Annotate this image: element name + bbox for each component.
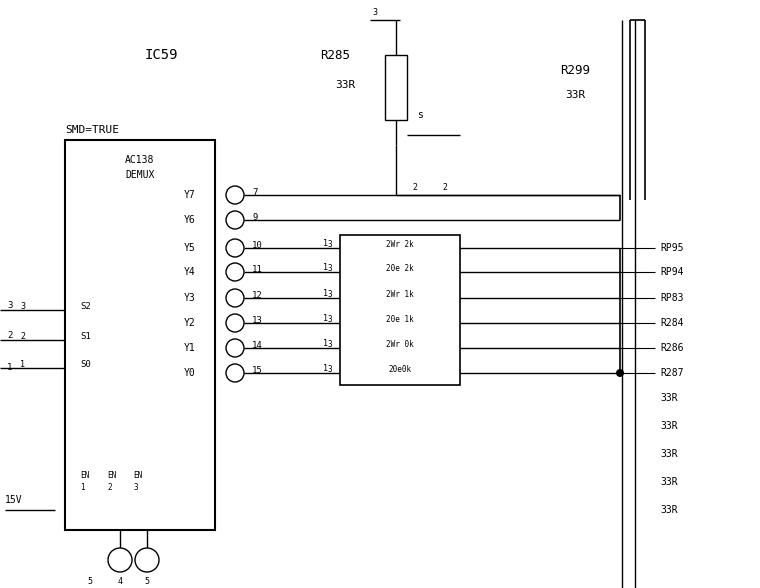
Text: 20e0k: 20e0k xyxy=(388,365,412,373)
Text: Y2: Y2 xyxy=(184,318,196,328)
Text: Y3: Y3 xyxy=(184,293,196,303)
Text: 2: 2 xyxy=(8,330,13,339)
Text: S2: S2 xyxy=(80,302,90,310)
Text: RP94: RP94 xyxy=(660,267,683,277)
Text: 7: 7 xyxy=(252,188,258,196)
Text: 1: 1 xyxy=(322,289,328,298)
Text: RP95: RP95 xyxy=(660,243,683,253)
Circle shape xyxy=(226,263,244,281)
Text: AC138: AC138 xyxy=(125,155,155,165)
Text: 3: 3 xyxy=(328,289,332,299)
Text: 1: 1 xyxy=(322,313,328,322)
Bar xyxy=(65,140,215,530)
Text: 33R: 33R xyxy=(335,80,355,90)
Bar xyxy=(340,235,460,385)
Text: 1: 1 xyxy=(322,262,328,272)
Circle shape xyxy=(108,548,132,572)
Circle shape xyxy=(226,339,244,357)
Text: Y1: Y1 xyxy=(184,343,196,353)
Circle shape xyxy=(226,186,244,204)
Text: 4: 4 xyxy=(118,577,122,586)
Text: 1: 1 xyxy=(80,483,84,492)
Text: 3: 3 xyxy=(328,365,332,373)
Text: 33R: 33R xyxy=(565,90,585,100)
Text: Y0: Y0 xyxy=(184,368,196,378)
Text: 3: 3 xyxy=(8,300,13,309)
Text: 11: 11 xyxy=(252,265,263,273)
Text: 14: 14 xyxy=(252,340,263,349)
Text: Y5: Y5 xyxy=(184,243,196,253)
Bar xyxy=(385,55,407,120)
Text: Y6: Y6 xyxy=(184,215,196,225)
Circle shape xyxy=(135,548,159,572)
Text: 20e 2k: 20e 2k xyxy=(386,263,414,272)
Text: 33R: 33R xyxy=(660,477,678,487)
Text: 2: 2 xyxy=(413,182,417,192)
Text: R286: R286 xyxy=(660,343,683,353)
Text: 33R: 33R xyxy=(660,421,678,431)
Circle shape xyxy=(226,364,244,382)
Text: DEMUX: DEMUX xyxy=(125,170,155,180)
Text: 2: 2 xyxy=(20,332,25,340)
Text: 3: 3 xyxy=(328,315,332,323)
Text: S0: S0 xyxy=(80,359,90,369)
Text: R299: R299 xyxy=(560,64,590,76)
Text: 20e 1k: 20e 1k xyxy=(386,315,414,323)
Text: RP83: RP83 xyxy=(660,293,683,303)
Text: 5: 5 xyxy=(144,577,150,586)
Text: 2: 2 xyxy=(442,182,448,192)
Text: 13: 13 xyxy=(252,316,263,325)
Text: 3: 3 xyxy=(328,339,332,349)
Text: 33R: 33R xyxy=(660,505,678,515)
Text: EN: EN xyxy=(133,470,142,479)
Text: 1: 1 xyxy=(322,339,328,348)
Circle shape xyxy=(226,239,244,257)
Text: S1: S1 xyxy=(80,332,90,340)
Text: Y4: Y4 xyxy=(184,267,196,277)
Text: 15V: 15V xyxy=(5,495,23,505)
Text: 1: 1 xyxy=(322,363,328,373)
Text: EN: EN xyxy=(80,470,89,479)
Text: 3: 3 xyxy=(328,239,332,249)
Text: 15: 15 xyxy=(252,366,263,375)
Text: R284: R284 xyxy=(660,318,683,328)
Text: Y7: Y7 xyxy=(184,190,196,200)
Text: R285: R285 xyxy=(320,48,350,62)
Circle shape xyxy=(226,211,244,229)
Text: 10: 10 xyxy=(252,240,263,249)
Text: 2Wr 0k: 2Wr 0k xyxy=(386,339,414,349)
Text: 33R: 33R xyxy=(660,393,678,403)
Text: IC59: IC59 xyxy=(145,48,179,62)
Text: 1: 1 xyxy=(8,362,13,372)
Text: 3: 3 xyxy=(133,483,138,492)
Text: EN: EN xyxy=(107,470,116,479)
Text: 33R: 33R xyxy=(660,449,678,459)
Text: 2: 2 xyxy=(107,483,112,492)
Text: 3: 3 xyxy=(328,263,332,272)
Text: 1: 1 xyxy=(20,359,25,369)
Text: 3: 3 xyxy=(20,302,25,310)
Text: 3: 3 xyxy=(372,8,378,16)
Circle shape xyxy=(226,289,244,307)
Text: SMD=TRUE: SMD=TRUE xyxy=(65,125,119,135)
Text: s: s xyxy=(417,110,423,120)
Text: 1: 1 xyxy=(322,239,328,248)
Text: 2Wr 1k: 2Wr 1k xyxy=(386,289,414,299)
Text: 12: 12 xyxy=(252,290,263,299)
Circle shape xyxy=(226,314,244,332)
Text: 2Wr 2k: 2Wr 2k xyxy=(386,239,414,249)
Circle shape xyxy=(616,369,624,377)
Text: R287: R287 xyxy=(660,368,683,378)
Text: 5: 5 xyxy=(87,577,93,586)
Text: 9: 9 xyxy=(252,212,258,222)
